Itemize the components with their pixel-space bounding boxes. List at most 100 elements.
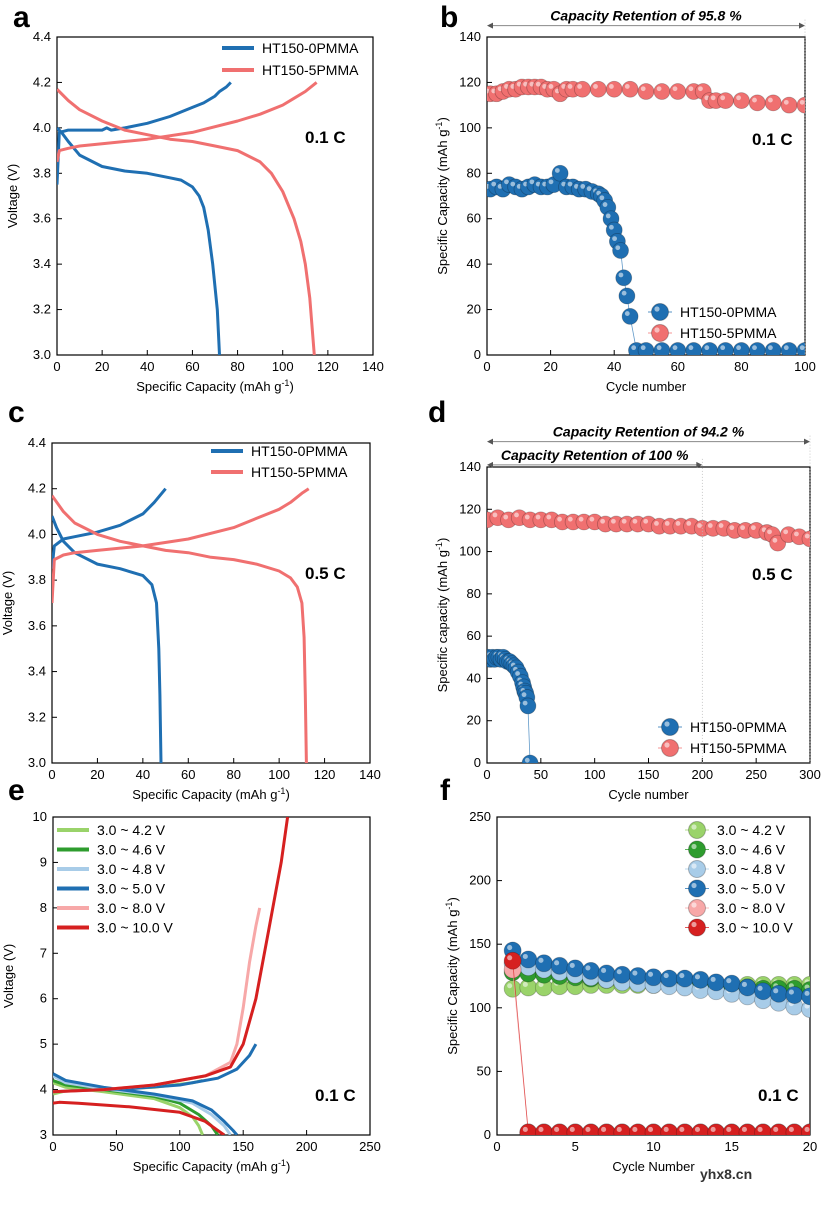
data-point-highlight (507, 945, 513, 951)
plot-frame (51, 442, 371, 764)
plot-frame (52, 816, 371, 1136)
data-point-highlight (503, 514, 509, 520)
data-point (628, 1123, 647, 1135)
data-point-highlight (643, 518, 649, 524)
x-tick-label: 0 (48, 767, 55, 782)
data-point (733, 342, 750, 355)
data-point-highlight (609, 84, 614, 89)
x-tick-label: 10 (646, 1139, 660, 1154)
x-axis-label: Cycle number (608, 787, 689, 802)
data-point-highlight (632, 1126, 638, 1133)
legend-label: 3.0 ~ 4.8 V (97, 861, 166, 877)
y-axis-label: Voltage (V) (5, 164, 20, 228)
data-point-highlight (585, 1126, 591, 1133)
data-point-highlight (767, 529, 772, 535)
data-point-highlight (561, 84, 567, 89)
x-axis-label: Cycle number (606, 379, 687, 394)
x-tick-label: 40 (140, 359, 154, 374)
panel-e: e 0 50 100 150 200 250 3 4 5 6 7 8 9 10 Specific Capaci… (1, 774, 381, 1174)
series-line (57, 81, 318, 163)
data-point-highlight (804, 990, 810, 996)
data-point-highlight (600, 518, 606, 524)
data-point-highlight (736, 345, 741, 351)
data-point-highlight (663, 973, 669, 979)
legend: 3.0 ~ 4.2 V 3.0 ~ 4.6 V 3.0 ~ 4.8 V 3.0 ~ 5… (685, 821, 794, 937)
retention-label: Capacity Retention of 95.8 % (550, 8, 742, 24)
data-point-highlight (718, 523, 724, 528)
x-tick-label: 80 (734, 359, 748, 374)
data-point (748, 94, 766, 112)
data-point-highlight (577, 84, 582, 89)
x-tick-label: 40 (136, 767, 150, 782)
legend-label: 3.0 ~ 4.2 V (717, 822, 786, 838)
y-tick-label: 4.4 (33, 29, 51, 44)
x-axis-label: Specific Capacity (mAh g-1) (132, 786, 290, 802)
data-point (628, 967, 647, 985)
data-point-highlight (514, 512, 519, 518)
data-point (701, 342, 718, 355)
data-point (707, 1123, 725, 1135)
data-point (780, 96, 798, 114)
x-tick-label: 140 (359, 767, 381, 782)
data-point-highlight (602, 202, 608, 207)
data-point-highlight (516, 81, 522, 87)
y-tick-label: 100 (469, 1000, 491, 1015)
x-tick-label: 50 (109, 1139, 123, 1154)
x-tick-label: 100 (268, 767, 290, 782)
data-point-highlight (522, 981, 528, 988)
data-point (605, 80, 623, 98)
data-point-highlight (799, 99, 805, 105)
data-point-highlight (529, 179, 535, 185)
legend-label: HT150-5PMMA (680, 325, 777, 341)
data-point (613, 1123, 632, 1135)
data-point (722, 974, 741, 993)
data-point (764, 342, 782, 355)
panel-label: a (13, 1, 30, 34)
y-tick-label: 4.0 (33, 120, 51, 135)
legend-label: 3.0 ~ 4.6 V (97, 842, 166, 858)
data-point (754, 1123, 772, 1135)
series-line (52, 487, 310, 604)
data-point (733, 92, 750, 109)
data-point-highlight (656, 345, 662, 351)
series-line (53, 1100, 226, 1135)
data-point-highlight (612, 236, 617, 242)
data-point-highlight (640, 86, 646, 92)
series-line (52, 487, 167, 569)
watermark: yhx8.cn (700, 1166, 753, 1182)
panel-label: c (8, 396, 25, 429)
data-point-highlight (736, 95, 741, 101)
data-point-highlight (679, 973, 685, 979)
y-tick-label: 140 (459, 29, 481, 44)
legend-label: 3.0 ~ 5.0 V (97, 881, 166, 897)
x-tick-label: 15 (725, 1139, 739, 1154)
y-axis-label: Voltage (V) (0, 571, 15, 635)
data-point-highlight (548, 179, 554, 185)
y-tick-label: 60 (467, 628, 481, 643)
data-point (691, 1123, 710, 1135)
data-point-highlight (773, 1126, 779, 1133)
data-point-highlight (726, 978, 732, 984)
legend-swatch (688, 821, 706, 839)
data-point-highlight (752, 97, 757, 103)
data-point-highlight (654, 521, 659, 526)
y-tick-label: 7 (40, 945, 47, 960)
data-point (618, 287, 636, 305)
data-layer (487, 78, 805, 355)
y-tick-label: 0 (474, 347, 481, 362)
x-tick-label: 60 (181, 767, 195, 782)
data-point-highlight (624, 311, 630, 316)
legend-swatch-highlight (664, 742, 670, 748)
y-axis-label: Specific capacity (mAh g-1) (434, 538, 450, 693)
legend-swatch-highlight (691, 824, 697, 830)
y-tick-label: 140 (459, 459, 481, 474)
legend-label: 3.0 ~ 4.6 V (717, 842, 786, 858)
data-point-highlight (707, 523, 713, 528)
y-tick-label: 0 (484, 1127, 491, 1142)
x-axis-label: Specific Capacity (mAh g-1) (136, 378, 294, 394)
data-point (644, 968, 663, 987)
y-tick-label: 3.4 (28, 664, 46, 679)
data-point-highlight (675, 521, 681, 526)
data-point-highlight (569, 962, 575, 968)
